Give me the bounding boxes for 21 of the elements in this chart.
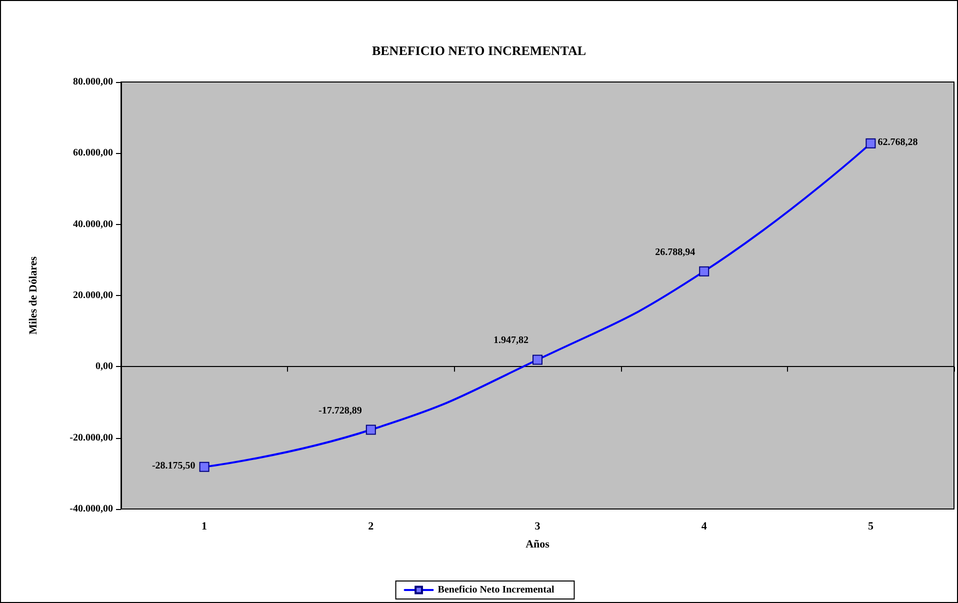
data-label: -28.175,50 [152, 460, 196, 472]
y-tick-label: -20.000,00 [70, 432, 113, 444]
y-tick-label: -40.000,00 [70, 504, 113, 514]
y-tick-label: 80.000,00 [73, 76, 113, 88]
y-tick-label: 0,00 [96, 361, 113, 372]
data-label: 62.768,28 [878, 136, 918, 148]
x-tick-label: 2 [368, 520, 374, 532]
x-tick-label: 4 [701, 520, 708, 532]
x-tick-label: 5 [868, 520, 874, 532]
legend-label: Beneficio Neto Incremental [438, 584, 554, 596]
y-tick-label: 40.000,00 [73, 218, 113, 230]
y-tick-label: 20.000,00 [73, 290, 113, 301]
y-axis-title: Miles de Dólares [28, 256, 40, 335]
data-label: 26.788,94 [655, 246, 696, 258]
data-label: 1.947,82 [494, 335, 528, 346]
x-tick-label: 1 [202, 520, 208, 532]
y-tick-label: 60.000,00 [73, 148, 113, 159]
x-axis-title: Años [526, 538, 550, 550]
chart-title: BENEFICIO NETO INCREMENTAL [372, 43, 586, 58]
x-tick-label: 3 [534, 520, 541, 532]
data-label: -17.728,89 [318, 405, 362, 416]
